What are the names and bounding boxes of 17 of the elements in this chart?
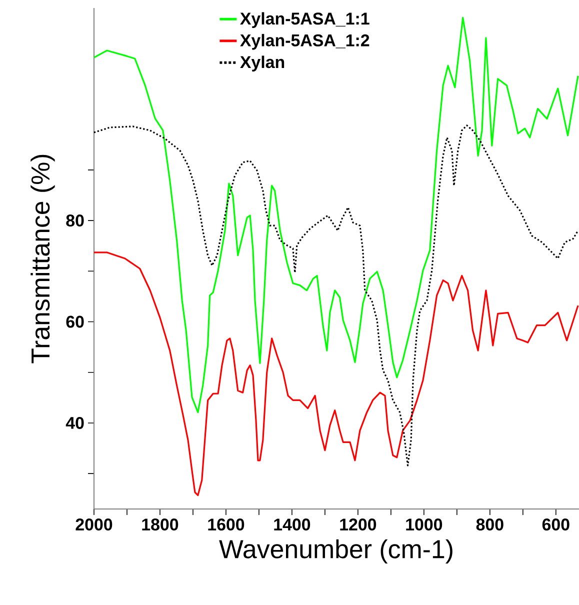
- x-tick-label: 1400: [274, 518, 310, 531]
- x-axis-title: Wavenumber (cm-1): [219, 539, 452, 564]
- x-tick-label: 2000: [76, 518, 112, 531]
- y-axis-title: Transmittance (%): [30, 154, 55, 364]
- x-tick-label: 600: [542, 518, 570, 531]
- x-tick-label: 800: [476, 518, 504, 531]
- x-tick-label: 1600: [208, 518, 244, 531]
- y-tick-label: 60: [66, 316, 84, 328]
- y-tick-label: 80: [66, 214, 84, 227]
- x-tick-label: 1200: [340, 518, 376, 531]
- y-tick-label: 40: [66, 416, 84, 429]
- x-tick-label: 1000: [406, 518, 442, 531]
- legend-label: Xylan-5ASA_1:2: [240, 34, 370, 50]
- legend-label: Xylan: [240, 56, 284, 72]
- line-series: [93, 252, 579, 496]
- legend-label: Xylan-5ASA_1:1: [240, 12, 370, 28]
- x-tick-label: 1800: [142, 518, 178, 531]
